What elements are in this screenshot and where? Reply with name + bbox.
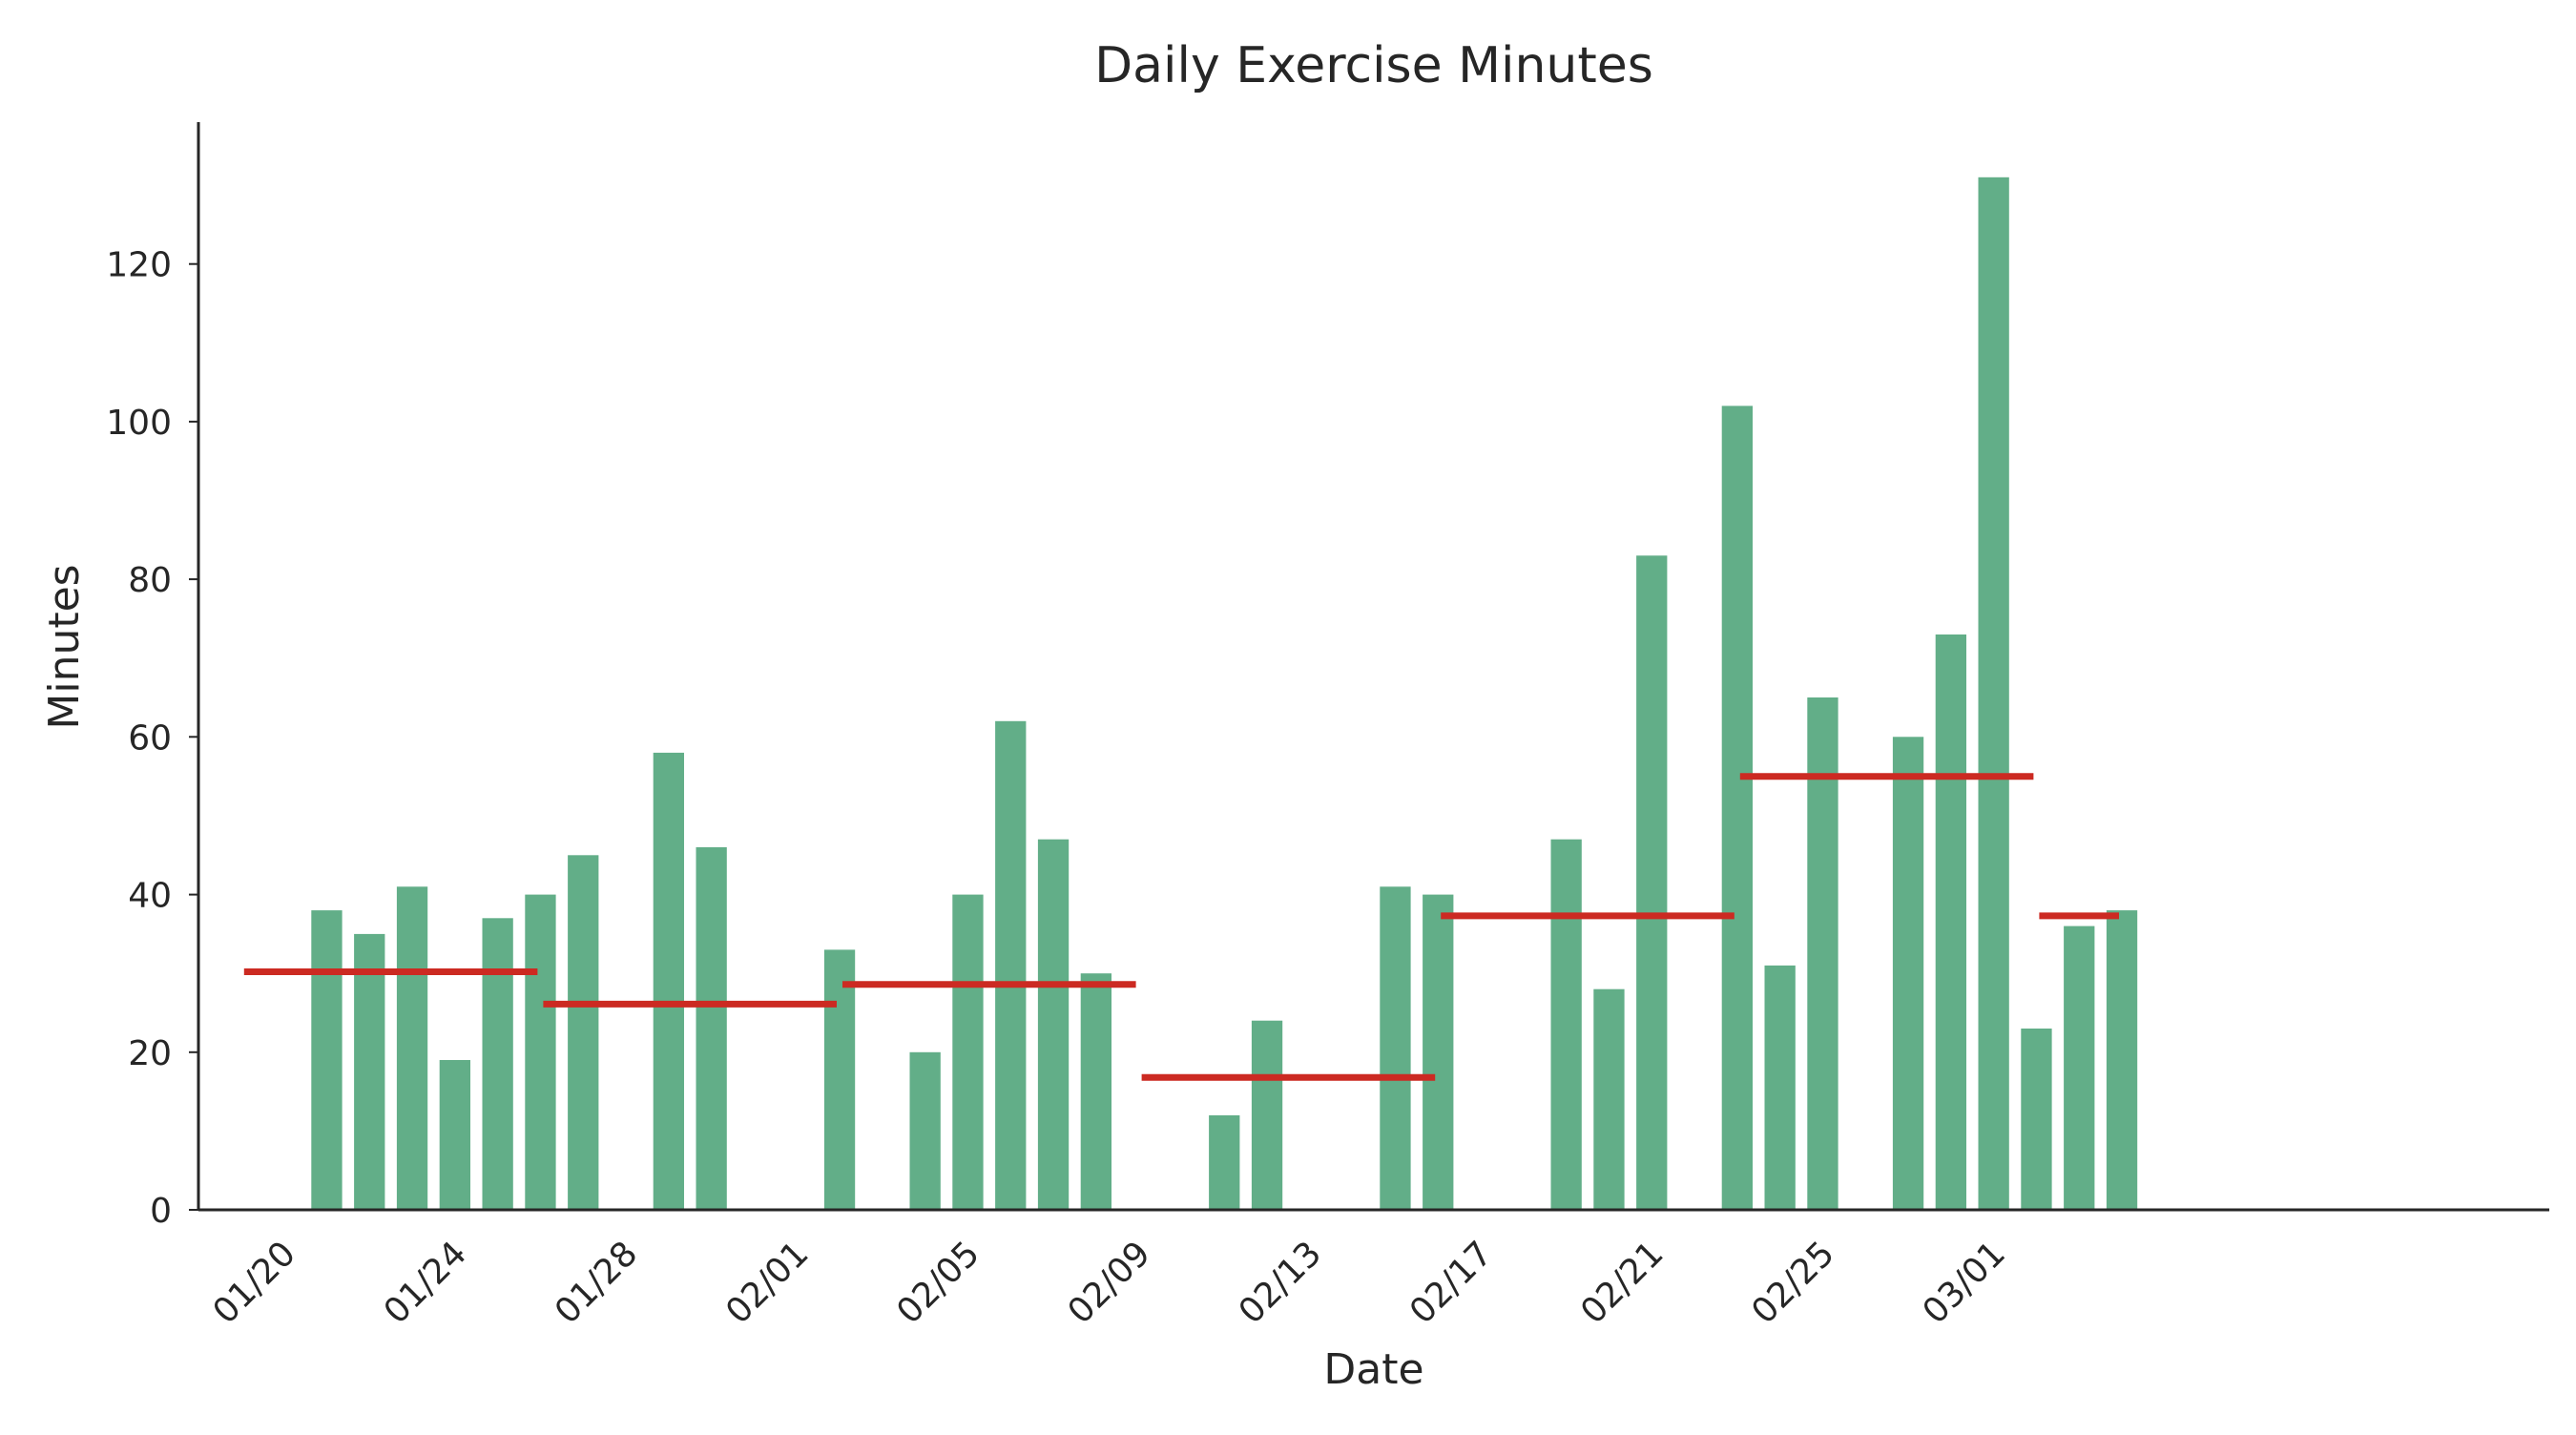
bar-2025-02-12: [1251, 1020, 1283, 1210]
bar-2025-01-22: [354, 933, 385, 1210]
x-tick-label-01-28: 01/28: [548, 1234, 645, 1331]
x-tick-label-03-01: 03/01: [1916, 1234, 2013, 1331]
bar-2025-02-16: [1423, 894, 1454, 1210]
bar-2025-01-29: [653, 752, 684, 1210]
bar-2025-01-27: [568, 855, 599, 1210]
bar-2025-01-21: [311, 910, 343, 1210]
y-tick-label-0: 0: [150, 1192, 172, 1231]
bar-2025-03-04: [2106, 910, 2138, 1210]
bar-2025-02-24: [1764, 965, 1796, 1210]
y-tick-labels: 0 20 40 60 80 100 120: [106, 246, 198, 1231]
y-tick-label-40: 40: [128, 877, 172, 916]
x-tick-label-02-09: 02/09: [1061, 1234, 1158, 1331]
bar-2025-02-05: [952, 894, 984, 1210]
x-tick-label-02-17: 02/17: [1402, 1234, 1500, 1331]
bar-2025-02-02: [823, 949, 856, 1210]
bar-2025-02-20: [1593, 988, 1625, 1210]
bar-2025-03-01: [1978, 177, 2009, 1210]
bar-2025-02-15: [1380, 886, 1411, 1210]
bar-2025-02-28: [1935, 634, 1966, 1210]
bar-2025-02-25: [1807, 697, 1839, 1210]
bar-2025-02-07: [1037, 839, 1070, 1210]
x-tick-label-02-05: 02/05: [889, 1234, 987, 1331]
bar-2025-01-26: [525, 894, 556, 1210]
bar-2025-03-03: [2064, 925, 2095, 1210]
bar-2025-01-30: [696, 847, 727, 1210]
y-tick-label-120: 120: [106, 246, 172, 285]
y-axis-label: Minutes: [40, 564, 89, 729]
bar-2025-02-11: [1209, 1114, 1240, 1210]
weekly-average-lines: [243, 773, 2119, 1081]
x-tick-label-01-20: 01/20: [206, 1234, 303, 1331]
x-tick-label-02-01: 02/01: [718, 1234, 816, 1331]
bar-2025-01-25: [482, 918, 513, 1210]
x-tick-label-02-25: 02/25: [1744, 1234, 1841, 1331]
x-tick-label-02-21: 02/21: [1573, 1234, 1671, 1331]
y-tick-label-80: 80: [128, 561, 172, 600]
x-axis-label: Date: [1323, 1345, 1423, 1394]
bar-2025-02-23: [1721, 406, 1753, 1210]
chart-title: Daily Exercise Minutes: [1094, 37, 1653, 94]
bar-2025-02-06: [995, 720, 1027, 1210]
y-tick-label-20: 20: [128, 1034, 172, 1073]
bar-2025-01-23: [396, 886, 428, 1210]
y-tick-label-60: 60: [128, 718, 172, 758]
y-tick-label-100: 100: [106, 404, 172, 443]
x-tick-label-02-13: 02/13: [1232, 1234, 1329, 1331]
bar-2025-02-19: [1550, 839, 1582, 1210]
x-tick-label-01-24: 01/24: [377, 1234, 474, 1331]
bar-2025-03-02: [2021, 1029, 2052, 1210]
bar-2025-02-04: [909, 1051, 941, 1210]
bar-2025-01-24: [439, 1060, 470, 1210]
bar-2025-02-21: [1636, 555, 1668, 1210]
bars-group: [311, 177, 2138, 1210]
x-tick-labels: 01/20 01/24 01/28 02/01 02/05 02/09 02/13 02/17…: [206, 1234, 2013, 1331]
bar-2025-02-08: [1080, 973, 1111, 1210]
bar-2025-02-27: [1892, 737, 1924, 1210]
